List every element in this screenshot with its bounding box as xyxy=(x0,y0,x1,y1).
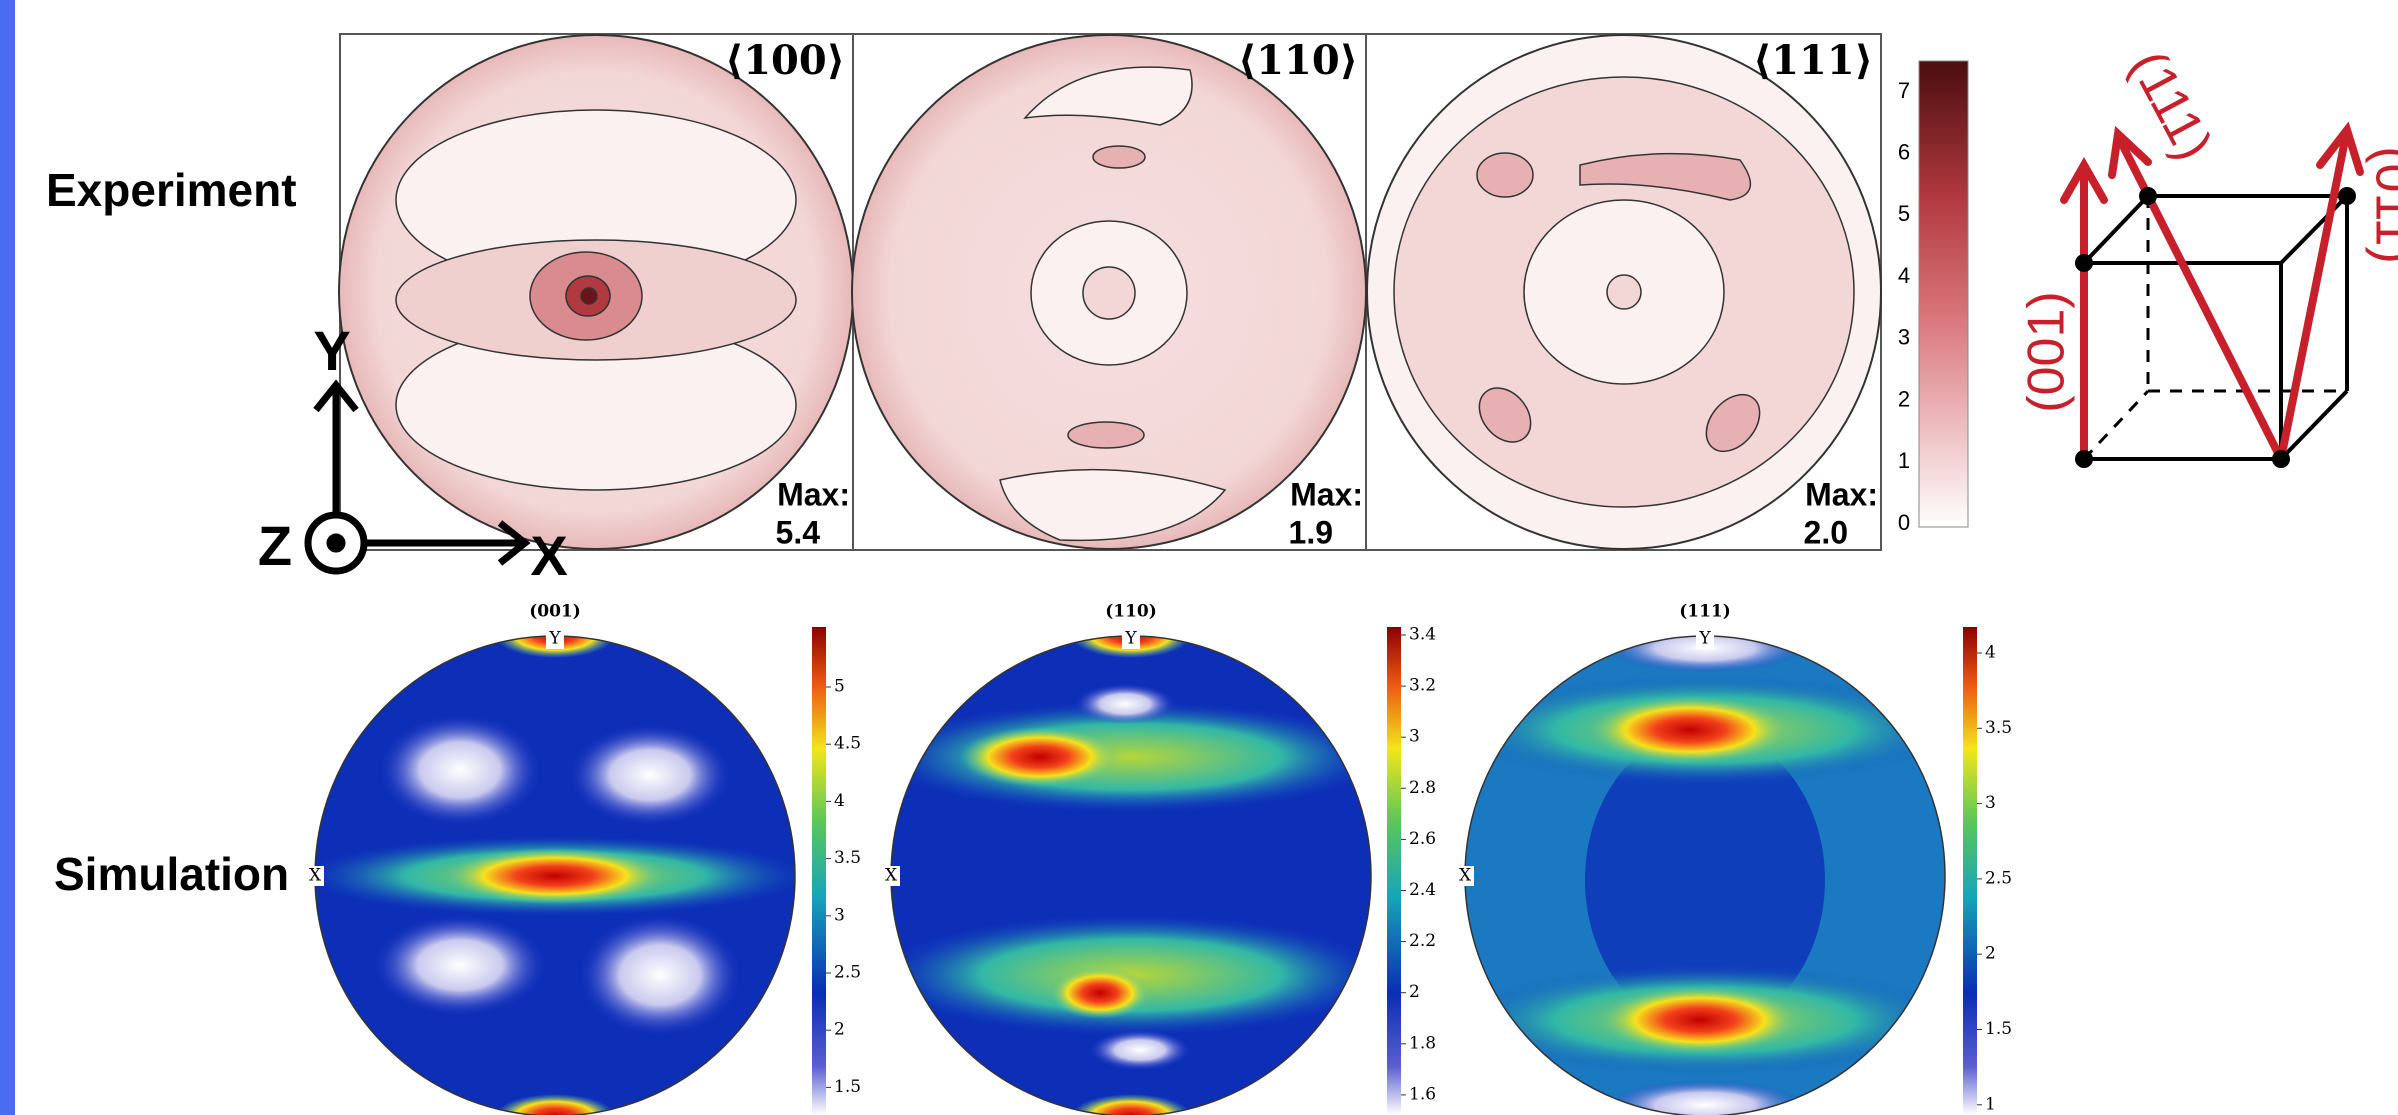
colorbar-tick-label: 2.4 xyxy=(1409,880,1436,900)
direction-label: Y xyxy=(548,629,561,649)
colorbar-tick-label: 4 xyxy=(1985,643,1996,663)
direction-label: Y xyxy=(1124,629,1137,649)
colorbar xyxy=(812,627,826,1115)
colorbar-tick-label: 2.5 xyxy=(834,963,861,983)
colorbar xyxy=(1387,627,1401,1115)
colorbar-tick-label: 1.6 xyxy=(1409,1084,1436,1104)
direction-label: X xyxy=(309,866,322,886)
direction-label: X xyxy=(885,866,898,886)
colorbar-tick-label: 2 xyxy=(1409,982,1420,1002)
colorbar-tick-label: 2 xyxy=(834,1020,845,1040)
colorbar-tick-label: 1.5 xyxy=(1985,1019,2012,1039)
direction-label: (011) xyxy=(2364,146,2398,264)
colorbar-tick-label: 3 xyxy=(1985,793,1996,813)
figure-title: (001) xyxy=(529,602,581,622)
pole-label: ⟨111⟩ xyxy=(1753,37,1873,84)
simulated-pole-figure xyxy=(880,614,1400,1115)
colorbar-tick-label: 3.4 xyxy=(1409,625,1436,645)
row-label: Simulation xyxy=(54,848,289,900)
colorbar-tick-label: 1 xyxy=(1985,1094,1996,1114)
pole-label: ⟨100⟩ xyxy=(725,37,845,84)
figure: Experiment Simulation ⟨100⟩ ⟨110⟩ ⟨111⟩ … xyxy=(0,0,2398,1115)
colorbar-tick-label: 3 xyxy=(1409,727,1420,747)
max-value: 2.0 xyxy=(1804,514,1848,550)
simulated-pole-figure xyxy=(1455,620,1975,1115)
direction-label: Y xyxy=(1698,629,1711,649)
max-label: Max: xyxy=(1290,476,1363,512)
colorbar-tick-label: 3 xyxy=(834,905,845,925)
colorbar-tick-label: 0 xyxy=(1898,510,1910,535)
colorbar-tick-label: 4 xyxy=(1898,263,1910,288)
colorbar-tick-label: 5 xyxy=(834,677,845,697)
direction-label: (001) xyxy=(2018,291,2076,412)
colorbar-tick-label: 3.2 xyxy=(1409,676,1436,696)
axis-label: X xyxy=(530,524,567,587)
colorbar-tick-label: 6 xyxy=(1898,140,1910,165)
colorbar-tick-label: 2 xyxy=(1985,944,1996,964)
colorbar-tick-label: 1.8 xyxy=(1409,1033,1436,1053)
figure-title: (110) xyxy=(1105,602,1157,622)
colorbar-tick-label: 2.2 xyxy=(1409,931,1436,951)
simulated-pole-figure xyxy=(300,614,820,1115)
colorbar xyxy=(1919,61,1968,527)
colorbar-tick-label: 3 xyxy=(1898,325,1910,350)
max-label: Max: xyxy=(1805,476,1878,512)
colorbar-tick-label: 3.5 xyxy=(1985,718,2012,738)
pole-figure xyxy=(852,35,1366,549)
row-label: Experiment xyxy=(46,164,297,216)
cube xyxy=(2064,130,2360,468)
colorbar-tick-label: 4 xyxy=(834,791,845,811)
max-label: Max: xyxy=(777,476,850,512)
colorbar-tick-label: 2 xyxy=(1898,386,1910,411)
pole-figure xyxy=(339,35,853,549)
axis-label: Z xyxy=(258,514,292,577)
colorbar-tick-label: 3.5 xyxy=(834,848,861,868)
colorbar-tick-label: 1 xyxy=(1898,448,1910,473)
colorbar-tick-label: 5 xyxy=(1898,201,1910,226)
side-bar xyxy=(0,0,15,1115)
colorbar-tick-label: 2.5 xyxy=(1985,868,2012,888)
colorbar xyxy=(1963,627,1977,1115)
max-value: 5.4 xyxy=(776,514,821,550)
colorbar-tick-label: 7 xyxy=(1898,78,1910,103)
axis-label: Y xyxy=(313,319,350,382)
figure-title: (111) xyxy=(1679,602,1731,622)
colorbar-tick-label: 1.5 xyxy=(834,1077,861,1097)
pole-figure xyxy=(1367,35,1881,549)
direction-label: X xyxy=(1459,866,1472,886)
colorbar-tick-label: 4.5 xyxy=(834,734,861,754)
colorbar-tick-label: 2.8 xyxy=(1409,778,1436,798)
max-value: 1.9 xyxy=(1289,514,1333,550)
colorbar-tick-label: 2.6 xyxy=(1409,829,1436,849)
pole-label: ⟨110⟩ xyxy=(1238,37,1358,84)
